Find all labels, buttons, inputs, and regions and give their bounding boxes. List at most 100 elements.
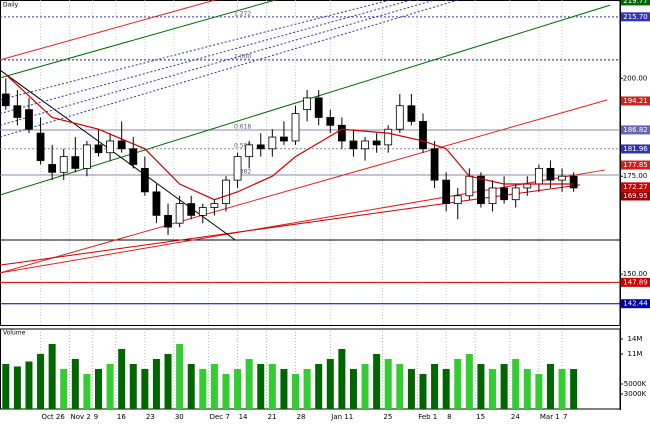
- candle-body: [13, 105, 22, 118]
- x-tick-label: 16: [117, 413, 126, 421]
- volume-bar: [268, 364, 276, 409]
- candle-body: [465, 175, 474, 197]
- candle-body: [198, 207, 207, 216]
- price-tag: [621, 160, 650, 170]
- candle-body: [534, 167, 543, 185]
- x-tick-label: 7: [563, 413, 567, 421]
- candle-body: [280, 136, 288, 142]
- trendline: [0, 99, 608, 274]
- x-tick-label: 9: [94, 413, 98, 421]
- volume-bar: [234, 369, 242, 409]
- candle-body: [488, 187, 497, 205]
- volume-bar: [95, 369, 103, 409]
- candle-body: [164, 214, 172, 228]
- x-tick-label: 23: [146, 413, 155, 421]
- fib-label: 1.272: [234, 10, 251, 17]
- volume-bar: [210, 364, 218, 409]
- price-tag-label: 215.70: [623, 13, 648, 21]
- volume-bar: [454, 359, 462, 409]
- price-tag-label: 177.85: [623, 161, 648, 169]
- volume-bar: [477, 364, 485, 409]
- candle-body: [256, 144, 265, 150]
- candle-body: [558, 175, 566, 181]
- volume-bar: [164, 354, 172, 409]
- price-tag-label: 219.77: [623, 0, 648, 5]
- candle-body: [453, 195, 462, 205]
- trendline: [0, 0, 412, 115]
- candle-body: [59, 156, 68, 173]
- volume-bar: [152, 359, 160, 409]
- candle-body: [36, 132, 45, 161]
- price-tag-label: 186.82: [623, 126, 648, 134]
- candle-body: [291, 113, 300, 142]
- fib-label: 0.382: [234, 169, 251, 176]
- volume-bar: [25, 361, 33, 409]
- candle-body: [175, 203, 184, 224]
- candle-body: [384, 128, 393, 146]
- volume-bar: [500, 364, 508, 409]
- volume-bar: [106, 364, 114, 409]
- candle-body: [1, 93, 10, 107]
- volume-bar: [118, 349, 126, 409]
- volume-bar: [315, 364, 323, 409]
- candle-body: [314, 97, 323, 118]
- x-tick-label: 30: [175, 413, 184, 421]
- volume-bar: [384, 359, 392, 409]
- volume-bar: [442, 369, 450, 409]
- candle-body: [94, 144, 103, 154]
- volume-bar: [199, 369, 207, 409]
- price-tag: [621, 12, 650, 22]
- volume-bar: [176, 344, 184, 409]
- volume-bar: [419, 374, 427, 409]
- trendline: [0, 69, 236, 241]
- price-tag-label: 172.27: [623, 183, 648, 191]
- candle-body: [511, 187, 520, 201]
- volume-bar: [48, 344, 56, 409]
- x-tick-label: Mar 1: [540, 413, 560, 421]
- x-tick-label: Jan 11: [330, 413, 353, 421]
- candle-body: [210, 203, 219, 208]
- volume-bar: [257, 364, 265, 409]
- x-tick-label: Feb 1: [418, 413, 437, 421]
- volume-title: Volume: [3, 330, 26, 337]
- moving-average: [5, 73, 574, 201]
- candle-body: [361, 140, 369, 150]
- y-tick-label: 5000K: [624, 380, 647, 388]
- candle-body: [569, 175, 578, 189]
- volume-bar: [141, 369, 149, 409]
- candle-body: [337, 124, 346, 142]
- volume-bar: [373, 354, 381, 409]
- price-tag: [621, 144, 650, 154]
- fib-label: 0.618: [234, 124, 251, 131]
- y-tick-label: 3000K: [624, 390, 647, 398]
- price-tag: [621, 277, 650, 287]
- price-tag: [621, 299, 650, 309]
- volume-bar: [83, 374, 91, 409]
- candle-body: [419, 120, 427, 150]
- trendline: [0, 0, 435, 126]
- volume-bar: [407, 369, 415, 409]
- candle-body: [500, 187, 509, 201]
- volume-bar: [37, 354, 45, 409]
- y-tick-label: 11M: [628, 350, 643, 358]
- volume-bar: [361, 364, 369, 409]
- candle-body: [245, 144, 254, 158]
- volume-bar: [396, 364, 404, 409]
- y-tick-label: 150.00: [623, 270, 648, 278]
- trendline: [0, 0, 276, 79]
- candle-body: [83, 144, 91, 169]
- y-tick-label: 14M: [628, 335, 643, 343]
- axis-layer: Oct 26 Nov 2 9 16 23 30 Dec 7 14 21 28 Jan 11 25 Feb…: [42, 0, 650, 421]
- x-tick-label: 28: [297, 413, 306, 421]
- price-tag: [621, 191, 650, 201]
- volume-bar: [292, 374, 300, 409]
- y-tick-label: 200.00: [623, 74, 648, 82]
- candle-body: [303, 97, 312, 111]
- candle-body: [477, 175, 485, 205]
- price-tag: [621, 182, 650, 192]
- volume-bar: [489, 369, 497, 409]
- candle-body: [442, 179, 451, 205]
